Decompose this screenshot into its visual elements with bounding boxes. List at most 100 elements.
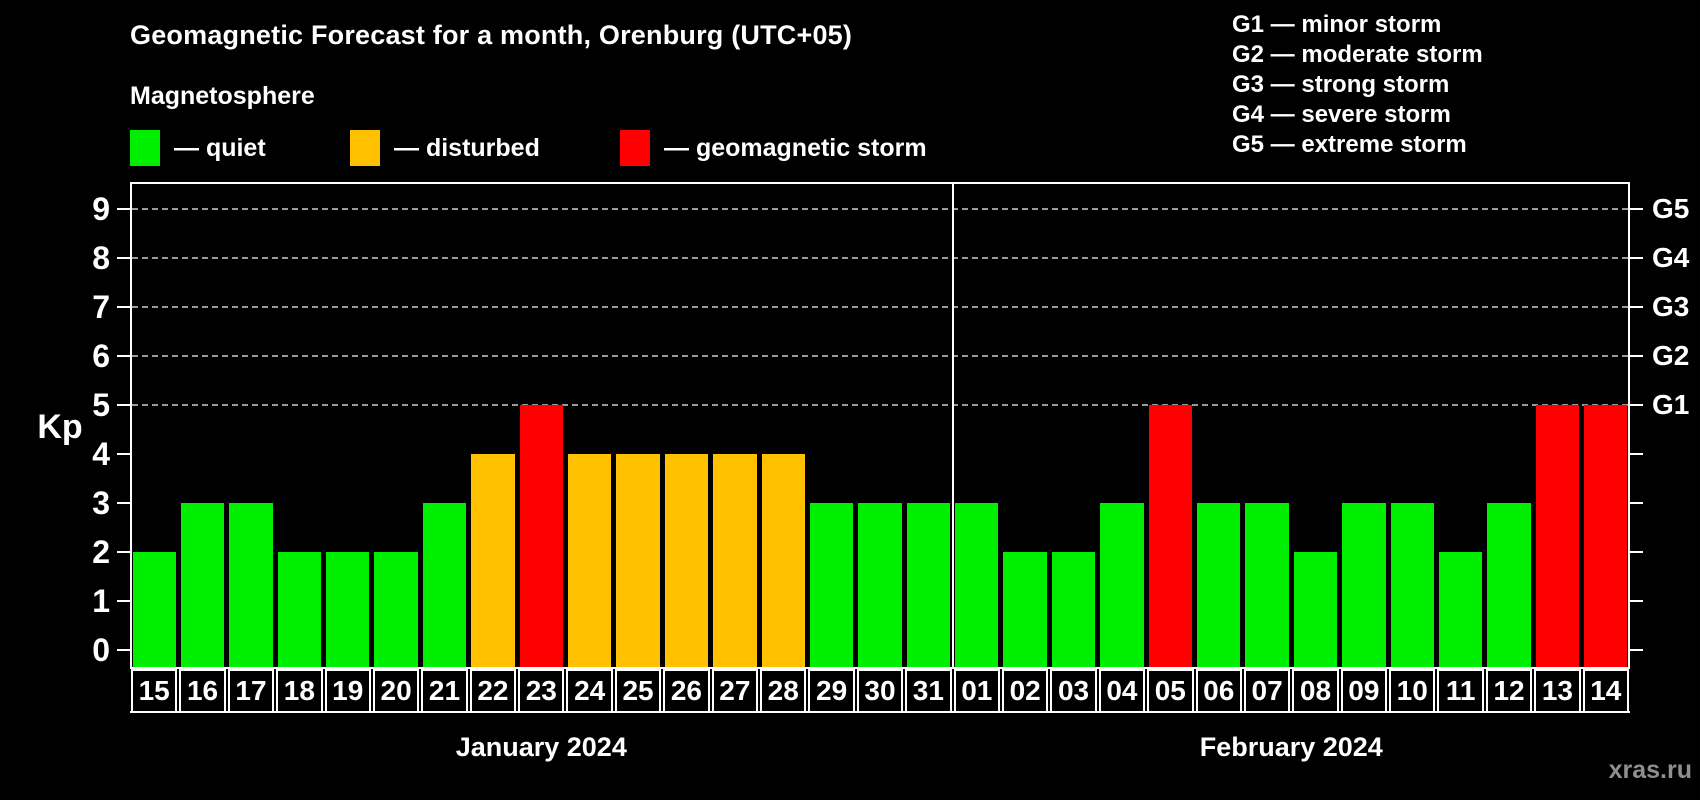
day-label-01: 01 bbox=[953, 669, 1000, 713]
month-divider-line bbox=[951, 182, 954, 669]
legend-item-quiet: — quiet bbox=[130, 128, 266, 168]
day-label-16: 16 bbox=[179, 669, 226, 713]
y-axis-tick-label: 4 bbox=[92, 436, 110, 472]
y-axis-tick bbox=[117, 208, 130, 210]
kp-bar-day-20 bbox=[374, 552, 418, 667]
day-label-20: 20 bbox=[372, 669, 420, 713]
day-label-07: 07 bbox=[1243, 669, 1291, 713]
day-label-15: 15 bbox=[131, 669, 178, 713]
kp-bar-day-12 bbox=[1487, 503, 1531, 667]
kp-bar-day-19 bbox=[326, 552, 370, 667]
legend-label-storm: — geomagnetic storm bbox=[664, 133, 927, 162]
g-legend-line-3: G3 — strong storm bbox=[1232, 71, 1450, 98]
legend-swatch-disturbed bbox=[350, 130, 380, 166]
g-scale-legend: G1 — minor storm G2 — moderate storm G3 — … bbox=[1232, 10, 1483, 160]
y-axis-tick bbox=[117, 502, 130, 504]
day-label-25: 25 bbox=[614, 669, 662, 713]
kp-bar-day-26 bbox=[664, 454, 709, 667]
y-axis-label: Kp bbox=[37, 408, 83, 446]
y-axis-tick-label: 2 bbox=[92, 534, 110, 570]
kp-bar-day-14 bbox=[1584, 405, 1628, 667]
day-label-17: 17 bbox=[227, 669, 275, 713]
right-axis-tick bbox=[1630, 355, 1643, 357]
day-label-31: 31 bbox=[905, 669, 952, 713]
kp-bar-day-02 bbox=[1003, 552, 1047, 667]
day-label-14: 14 bbox=[1582, 669, 1629, 713]
right-axis-tick bbox=[1630, 306, 1643, 308]
day-label-22: 22 bbox=[469, 669, 517, 713]
kp-bar-day-06 bbox=[1197, 503, 1241, 667]
day-label-18: 18 bbox=[276, 669, 323, 713]
kp-bar-day-16 bbox=[180, 503, 225, 667]
gridline-kp-5 bbox=[132, 404, 1628, 406]
g-axis-label-g3: G3 bbox=[1652, 291, 1690, 322]
kp-bar-day-21 bbox=[422, 503, 467, 667]
kp-bar-day-09 bbox=[1342, 503, 1386, 667]
day-label-10: 10 bbox=[1389, 669, 1436, 713]
kp-bar-day-29 bbox=[809, 503, 854, 667]
day-label-28: 28 bbox=[760, 669, 807, 713]
y-axis-tick bbox=[117, 355, 130, 357]
right-axis-tick bbox=[1630, 551, 1643, 553]
y-axis-tick-label: 6 bbox=[92, 338, 110, 374]
kp-bar-day-31 bbox=[906, 503, 951, 667]
kp-bar-day-05 bbox=[1148, 405, 1192, 667]
kp-bar-day-24 bbox=[567, 454, 612, 667]
y-axis-tick-label: 7 bbox=[92, 289, 110, 325]
kp-bar-day-04 bbox=[1100, 503, 1144, 667]
day-label-26: 26 bbox=[663, 669, 710, 713]
right-axis-tick bbox=[1630, 502, 1643, 504]
y-axis-tick-label: 5 bbox=[92, 387, 110, 423]
legend-swatch-storm bbox=[620, 130, 650, 166]
y-axis-tick bbox=[117, 257, 130, 259]
kp-bar-day-13 bbox=[1535, 405, 1580, 667]
plot-frame bbox=[130, 182, 1630, 669]
g-axis-label-g4: G4 bbox=[1652, 242, 1690, 273]
y-axis-tick bbox=[117, 551, 130, 553]
day-label-05: 05 bbox=[1147, 669, 1194, 713]
y-axis-tick bbox=[117, 649, 130, 651]
kp-bar-day-01 bbox=[955, 503, 999, 667]
right-axis-tick bbox=[1630, 649, 1643, 651]
kp-bar-day-28 bbox=[761, 454, 805, 667]
y-axis-tick-label: 0 bbox=[92, 632, 110, 668]
chart-title: Geomagnetic Forecast for a month, Orenbu… bbox=[130, 20, 853, 50]
day-label-02: 02 bbox=[1001, 669, 1049, 713]
right-axis-tick bbox=[1630, 208, 1643, 210]
day-label-03: 03 bbox=[1050, 669, 1097, 713]
day-label-21: 21 bbox=[421, 669, 468, 713]
g-legend-line-1: G1 — minor storm bbox=[1232, 11, 1442, 38]
gridline-kp-8 bbox=[132, 257, 1628, 259]
kp-bar-day-17 bbox=[229, 503, 273, 667]
month-label-january: January 2024 bbox=[455, 732, 627, 762]
day-label-08: 08 bbox=[1292, 669, 1339, 713]
day-label-12: 12 bbox=[1485, 669, 1533, 713]
chart-subtitle: Magnetosphere bbox=[130, 82, 315, 110]
day-label-19: 19 bbox=[324, 669, 371, 713]
kp-bar-day-07 bbox=[1245, 503, 1289, 667]
kp-bar-day-10 bbox=[1390, 503, 1434, 667]
kp-bar-day-27 bbox=[713, 454, 757, 667]
gridline-kp-9 bbox=[132, 208, 1628, 210]
gridline-kp-6 bbox=[132, 355, 1628, 357]
kp-bar-day-23 bbox=[519, 405, 563, 667]
day-label-13: 13 bbox=[1534, 669, 1581, 713]
kp-bar-day-25 bbox=[616, 454, 660, 667]
day-label-23: 23 bbox=[518, 669, 565, 713]
g-axis-label-g1: G1 bbox=[1652, 389, 1690, 420]
day-label-04: 04 bbox=[1098, 669, 1146, 713]
day-label-06: 06 bbox=[1195, 669, 1242, 713]
y-axis-tick bbox=[117, 404, 130, 406]
month-label-february: February 2024 bbox=[1199, 732, 1383, 762]
y-axis-tick-label: 3 bbox=[92, 485, 110, 521]
g-legend-line-5: G5 — extreme storm bbox=[1232, 131, 1467, 158]
day-label-24: 24 bbox=[566, 669, 613, 713]
watermark: xras.ru bbox=[1608, 756, 1692, 784]
day-label-27: 27 bbox=[711, 669, 759, 713]
y-axis-tick-label: 9 bbox=[92, 191, 110, 227]
kp-bar-day-08 bbox=[1293, 552, 1338, 667]
day-label-11: 11 bbox=[1437, 669, 1484, 713]
legend-item-storm: — geomagnetic storm bbox=[620, 128, 927, 168]
kp-bar-day-11 bbox=[1438, 552, 1483, 667]
